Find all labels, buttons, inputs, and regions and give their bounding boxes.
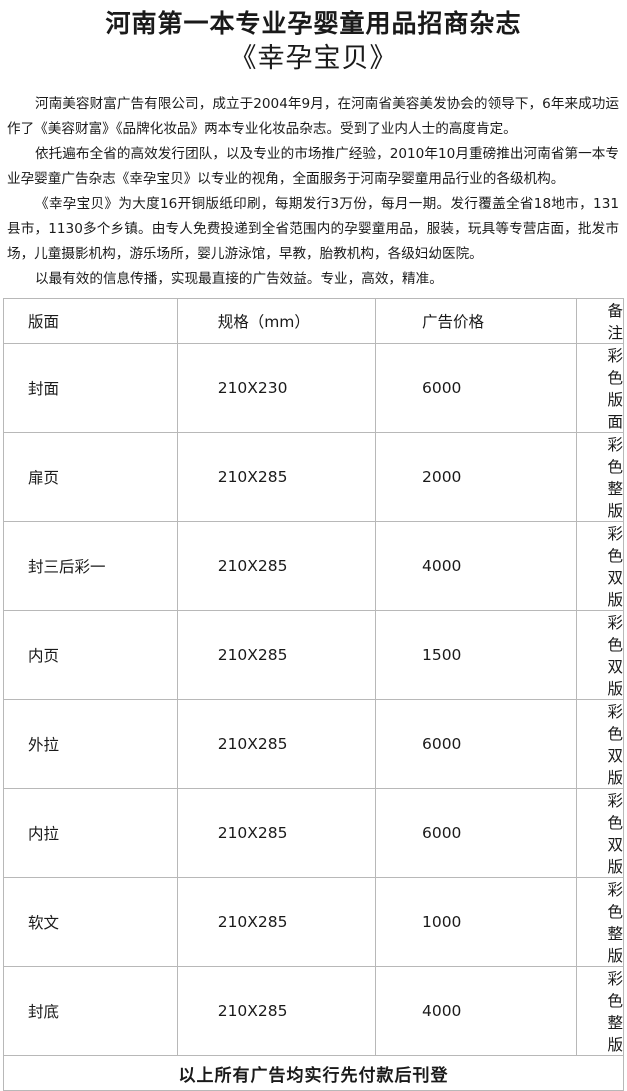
price-cell: 6000 — [374, 788, 578, 878]
position-cell: 内页 — [3, 610, 178, 700]
size-cell: 210X285 — [176, 966, 376, 1056]
size-cell: 210X285 — [176, 788, 376, 878]
intro-paragraph: 河南美容财富广告有限公司，成立于2004年9月，在河南省美容美发协会的领导下，6… — [7, 96, 619, 137]
note-cell: 彩色双版 — [576, 610, 624, 700]
note-cell: 彩色整版 — [576, 432, 624, 522]
table-row: 内拉 210X285 6000 彩色双版 — [3, 788, 624, 878]
header-cell: 版面 — [3, 298, 178, 344]
magazine-name: 《幸孕宝贝》 — [229, 43, 398, 74]
page-title: 河南第一本专业孕婴童用品招商杂志 — [105, 9, 522, 38]
position-cell: 扉页 — [3, 432, 178, 522]
table-row: 封底 210X285 4000 彩色整版 — [3, 966, 624, 1056]
intro-paragraph: 以最有效的信息传播，实现最直接的广告效益。专业，高效，精准。 — [35, 271, 443, 287]
price-table: 版面 规格（mm） 广告价格 备注 封面 210X230 6000 彩色版面 扉页 210… — [3, 298, 624, 1091]
price-cell: 6000 — [374, 699, 578, 789]
table-row: 软文 210X285 1000 彩色整版 — [3, 877, 624, 967]
table-header-row: 版面 规格（mm） 广告价格 备注 — [3, 298, 624, 344]
position-cell: 外拉 — [3, 699, 178, 789]
size-cell: 210X285 — [176, 877, 376, 967]
intro-text: 河南美容财富广告有限公司，成立于2004年9月，在河南省美容美发协会的领导下，6… — [7, 92, 619, 292]
size-cell: 210X285 — [176, 432, 376, 522]
note-cell: 彩色双版 — [576, 521, 624, 611]
price-cell: 6000 — [374, 343, 578, 433]
price-cell: 1000 — [374, 877, 578, 967]
payment-note: 以上所有广告均实行先付款后刊登 — [3, 1055, 624, 1091]
price-cell: 1500 — [374, 610, 578, 700]
price-cell: 2000 — [374, 432, 578, 522]
table-footer-row: 以上所有广告均实行先付款后刊登 — [3, 1055, 624, 1091]
table-row: 封三后彩一 210X285 4000 彩色双版 — [3, 521, 624, 611]
note-cell: 彩色双版 — [576, 699, 624, 789]
position-cell: 软文 — [3, 877, 178, 967]
header-cell: 备注 — [576, 298, 624, 344]
size-cell: 210X230 — [176, 343, 376, 433]
size-cell: 210X285 — [176, 699, 376, 789]
header-cell: 广告价格 — [374, 298, 578, 344]
position-cell: 封三后彩一 — [3, 521, 178, 611]
header-cell: 规格（mm） — [176, 298, 376, 344]
table-row: 封面 210X230 6000 彩色版面 — [3, 343, 624, 433]
table-row: 扉页 210X285 2000 彩色整版 — [3, 432, 624, 522]
table-row: 外拉 210X285 6000 彩色双版 — [3, 699, 624, 789]
size-cell: 210X285 — [176, 610, 376, 700]
position-cell: 封面 — [3, 343, 178, 433]
note-cell: 彩色双版 — [576, 788, 624, 878]
price-cell: 4000 — [374, 966, 578, 1056]
note-cell: 彩色版面 — [576, 343, 624, 433]
position-cell: 内拉 — [3, 788, 178, 878]
size-cell: 210X285 — [176, 521, 376, 611]
price-cell: 4000 — [374, 521, 578, 611]
position-cell: 封底 — [3, 966, 178, 1056]
note-cell: 彩色整版 — [576, 877, 624, 967]
table-row: 内页 210X285 1500 彩色双版 — [3, 610, 624, 700]
intro-paragraph: 《幸孕宝贝》为大度16开铜版纸印刷，每期发行3万份，每月一期。发行覆盖全省18地… — [7, 196, 619, 262]
note-cell: 彩色整版 — [576, 966, 624, 1056]
intro-paragraph: 依托遍布全省的高效发行团队，以及专业的市场推广经验，2010年10月重磅推出河南… — [7, 146, 619, 187]
